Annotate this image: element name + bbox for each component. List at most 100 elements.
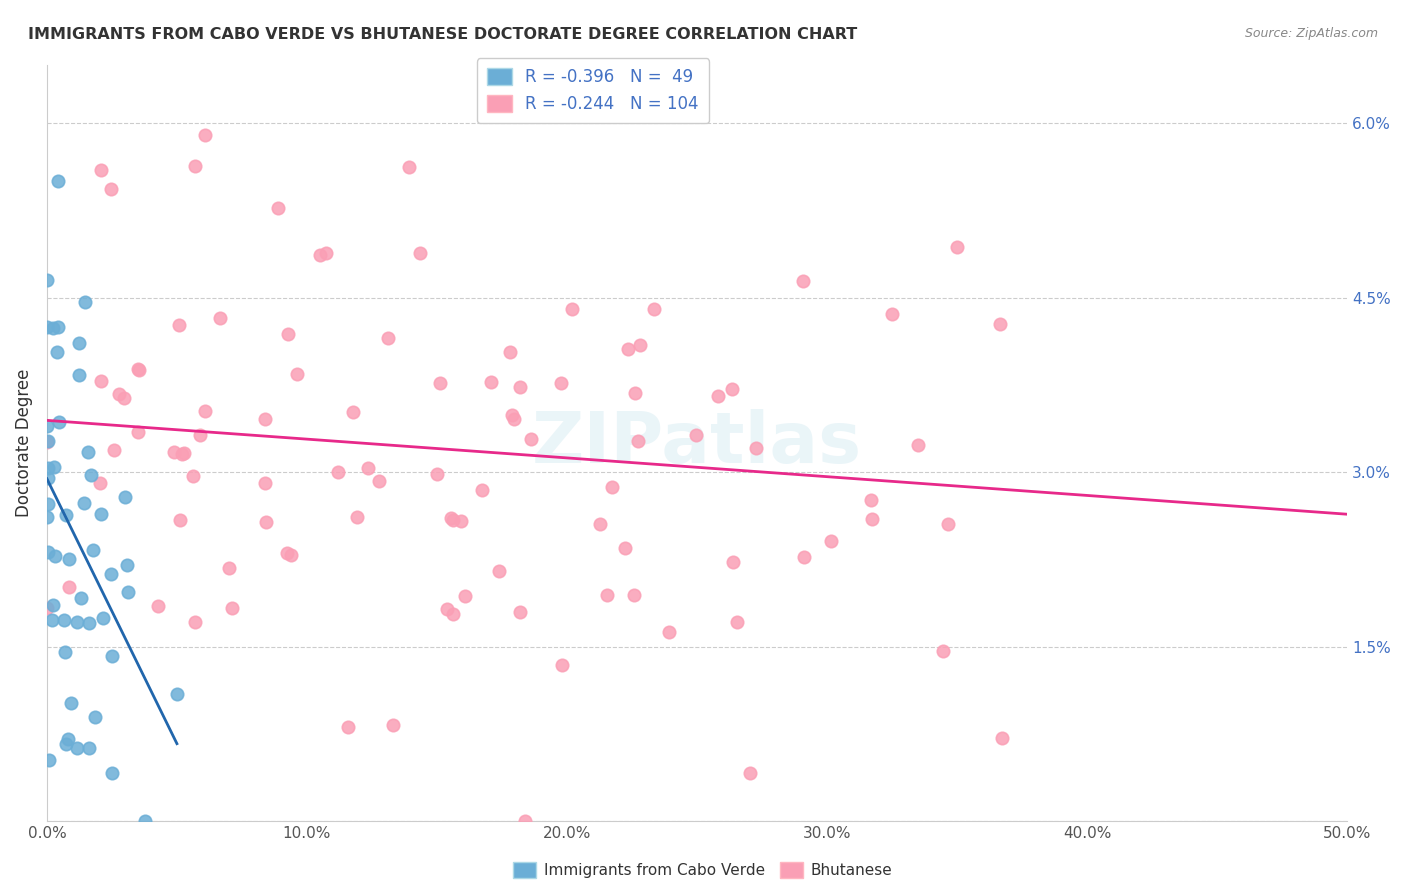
Point bbox=[614, 541, 637, 555]
Point bbox=[107, 387, 129, 401]
Point bbox=[254, 412, 277, 426]
Point bbox=[254, 515, 277, 529]
Point bbox=[471, 483, 494, 497]
Point bbox=[356, 461, 378, 475]
Point bbox=[35, 418, 58, 433]
Point bbox=[89, 476, 111, 491]
Point bbox=[328, 466, 350, 480]
Point bbox=[503, 412, 526, 426]
Point bbox=[166, 687, 188, 701]
Point bbox=[100, 182, 122, 196]
Point bbox=[907, 438, 929, 452]
Point bbox=[37, 497, 59, 511]
Point bbox=[117, 584, 139, 599]
Point bbox=[35, 273, 58, 287]
Point bbox=[44, 459, 66, 474]
Point bbox=[932, 644, 955, 658]
Point bbox=[589, 516, 612, 531]
Point bbox=[58, 552, 80, 566]
Point bbox=[42, 598, 65, 612]
Point bbox=[946, 240, 969, 254]
Point bbox=[91, 611, 114, 625]
Point bbox=[37, 460, 59, 475]
Text: ZIPatlas: ZIPatlas bbox=[531, 409, 862, 478]
Point bbox=[90, 162, 112, 177]
Point bbox=[988, 317, 1011, 331]
Point bbox=[67, 335, 90, 350]
Point bbox=[38, 753, 60, 767]
Point bbox=[58, 580, 80, 594]
Point bbox=[367, 474, 389, 488]
Point bbox=[285, 367, 308, 381]
Point bbox=[188, 428, 211, 442]
Point bbox=[479, 375, 502, 389]
Point bbox=[46, 174, 69, 188]
Point bbox=[440, 511, 463, 525]
Point bbox=[859, 493, 882, 508]
Point bbox=[127, 362, 149, 376]
Point bbox=[643, 301, 665, 316]
Point bbox=[616, 343, 638, 357]
Point bbox=[860, 512, 883, 526]
Point bbox=[100, 766, 122, 780]
Point bbox=[550, 376, 572, 390]
Point bbox=[627, 434, 650, 448]
Point bbox=[90, 374, 112, 388]
Point bbox=[37, 320, 59, 334]
Point bbox=[725, 615, 748, 630]
Point bbox=[84, 710, 107, 724]
Point bbox=[66, 741, 89, 756]
Point bbox=[346, 510, 368, 524]
Point bbox=[112, 391, 135, 405]
Point bbox=[745, 441, 768, 455]
Point bbox=[48, 415, 70, 429]
Point bbox=[723, 556, 745, 570]
Point bbox=[172, 447, 194, 461]
Point bbox=[127, 425, 149, 440]
Point bbox=[148, 599, 170, 614]
Point bbox=[46, 320, 69, 334]
Point bbox=[253, 476, 276, 491]
Point bbox=[453, 589, 475, 603]
Point bbox=[280, 548, 302, 562]
Point bbox=[429, 376, 451, 391]
Point bbox=[37, 509, 59, 524]
Point bbox=[115, 558, 138, 572]
Point bbox=[498, 345, 520, 359]
Point bbox=[436, 602, 458, 616]
Point bbox=[1361, 453, 1384, 467]
Point bbox=[792, 274, 814, 288]
Point bbox=[551, 658, 574, 673]
Point bbox=[60, 696, 83, 710]
Point bbox=[173, 445, 195, 459]
Point bbox=[309, 248, 332, 262]
Point bbox=[628, 338, 651, 352]
Text: IMMIGRANTS FROM CABO VERDE VS BHUTANESE DOCTORATE DEGREE CORRELATION CHART: IMMIGRANTS FROM CABO VERDE VS BHUTANESE … bbox=[28, 27, 858, 42]
Point bbox=[184, 159, 207, 173]
Point bbox=[623, 588, 645, 602]
Point bbox=[194, 404, 217, 418]
Legend: R = -0.396   N =  49, R = -0.244   N = 104: R = -0.396 N = 49, R = -0.244 N = 104 bbox=[477, 58, 709, 123]
Point bbox=[194, 128, 217, 142]
Point bbox=[163, 445, 186, 459]
Point bbox=[707, 388, 730, 402]
Point bbox=[65, 615, 87, 629]
Point bbox=[79, 467, 101, 482]
Point bbox=[880, 308, 903, 322]
Point bbox=[820, 533, 842, 548]
Point bbox=[342, 405, 364, 419]
Point bbox=[488, 564, 510, 578]
Point bbox=[67, 368, 90, 383]
Point bbox=[77, 616, 100, 631]
Point bbox=[82, 542, 104, 557]
Point bbox=[45, 345, 67, 359]
Point bbox=[315, 246, 337, 260]
Point bbox=[537, 58, 560, 72]
Point bbox=[169, 513, 191, 527]
Point bbox=[42, 320, 65, 334]
Point bbox=[37, 471, 59, 485]
Point bbox=[101, 648, 124, 663]
Point bbox=[596, 588, 619, 602]
Point bbox=[37, 434, 59, 448]
Point bbox=[509, 605, 531, 619]
